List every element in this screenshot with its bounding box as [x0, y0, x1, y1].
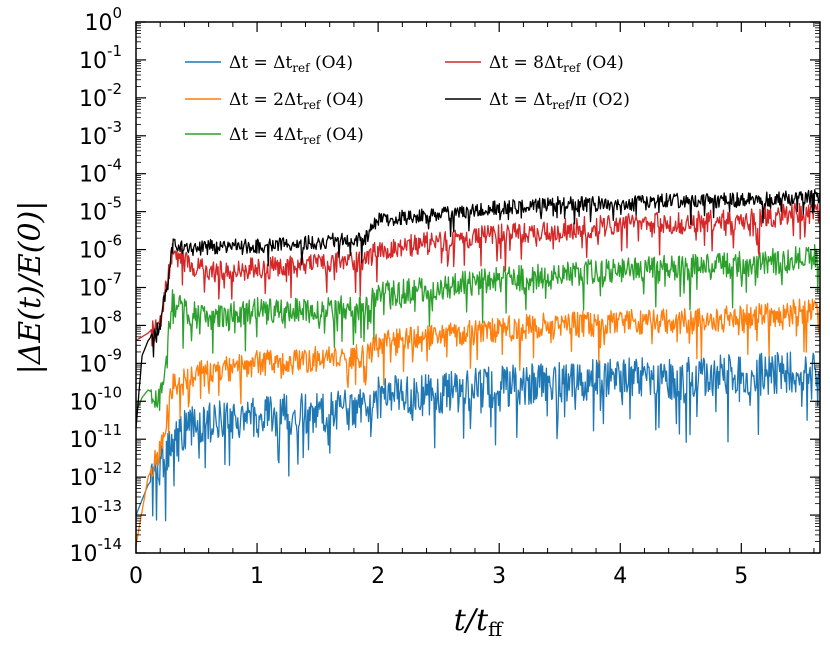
y-tick-exponent: -9 — [107, 345, 122, 363]
y-tick-label: 10-10 — [70, 383, 123, 415]
y-tick-label: 10-6 — [79, 232, 122, 264]
legend: Δt = Δtref (O4)Δt = 2Δtref (O4)Δt = 4Δtr… — [185, 53, 630, 147]
y-tick-exponent: -5 — [107, 194, 122, 212]
y-tick-label: 10-13 — [70, 497, 123, 529]
y-tick-label: 10-4 — [79, 156, 122, 188]
legend-label-prefix: Δt = 8Δt — [489, 53, 563, 73]
legend-label: Δt = 8Δtref (O4) — [489, 53, 624, 75]
x-axis-label-sub: ff — [488, 617, 504, 641]
ticks-layer: 0 1 2 3 4 510010-110-210-310-410-510-610-710-… — [70, 4, 820, 589]
y-tick-base: 10 — [79, 125, 107, 150]
legend-label-sub: ref — [303, 98, 322, 112]
y-tick-exponent: -8 — [107, 307, 122, 325]
y-tick-label: 10-14 — [70, 535, 123, 567]
legend-label-prefix: Δt = Δt — [489, 90, 552, 110]
legend-label-sub: ref — [303, 133, 322, 147]
x-tick-label: 2 — [371, 564, 385, 589]
y-tick-label: 10-5 — [79, 194, 122, 226]
legend-label-suffix: /π (O2) — [570, 90, 630, 110]
y-tick-base: 10 — [79, 201, 107, 226]
series-line-0 — [135, 351, 821, 522]
y-tick-exponent: 0 — [112, 4, 122, 22]
y-tick-base: 10 — [70, 542, 98, 567]
legend-label: Δt = 2Δtref (O4) — [229, 90, 364, 112]
y-tick-base: 10 — [79, 239, 107, 264]
legend-label-suffix: (O4) — [310, 53, 353, 73]
x-tick-label: 3 — [492, 564, 506, 589]
y-tick-label: 10-2 — [79, 80, 122, 112]
y-tick-exponent: -1 — [107, 42, 122, 60]
legend-item: Δt = 4Δtref (O4) — [185, 125, 364, 147]
legend-label-suffix: (O4) — [320, 90, 363, 110]
legend-item: Δt = Δtref (O4) — [185, 53, 353, 75]
legend-label-sub: ref — [563, 61, 582, 75]
x-axis-label: t/tff — [454, 603, 504, 641]
legend-item: Δt = Δtref/π (O2) — [445, 90, 630, 112]
legend-item: Δt = 8Δtref (O4) — [445, 53, 624, 75]
y-tick-label: 10-11 — [70, 421, 123, 453]
y-tick-base: 10 — [79, 49, 107, 74]
legend-item: Δt = 2Δtref (O4) — [185, 90, 364, 112]
y-tick-base: 10 — [70, 390, 98, 415]
legend-label: Δt = 4Δtref (O4) — [229, 125, 364, 147]
y-tick-exponent: -11 — [98, 421, 123, 439]
x-tick-label: 1 — [250, 564, 264, 589]
y-axis-label: |ΔE(t)/E(0)| — [13, 201, 48, 375]
y-tick-base: 10 — [70, 504, 98, 529]
y-tick-base: 10 — [79, 87, 107, 112]
y-tick-label: 10-8 — [79, 307, 122, 339]
series-line-1 — [135, 298, 821, 546]
legend-label: Δt = Δtref (O4) — [229, 53, 353, 75]
series-line-2 — [135, 243, 821, 413]
y-tick-label: 10-3 — [79, 118, 122, 150]
y-tick-exponent: -3 — [107, 118, 122, 136]
series-line-4 — [135, 189, 821, 428]
legend-label-suffix: (O4) — [320, 125, 363, 145]
y-tick-exponent: -4 — [107, 156, 122, 174]
y-tick-base: 10 — [70, 466, 98, 491]
y-tick-base: 10 — [79, 314, 107, 339]
y-tick-exponent: -13 — [98, 497, 123, 515]
y-tick-exponent: -7 — [107, 270, 122, 288]
y-tick-exponent: -6 — [107, 232, 122, 250]
series-layer — [135, 189, 821, 546]
y-tick-base: 10 — [84, 11, 112, 36]
y-tick-exponent: -10 — [98, 383, 123, 401]
y-tick-label: 100 — [84, 4, 122, 36]
x-tick-label: 0 — [129, 564, 143, 589]
legend-label-prefix: Δt = 4Δt — [229, 125, 303, 145]
y-tick-label: 10-12 — [70, 459, 123, 491]
x-tick-label: 4 — [613, 564, 627, 589]
y-tick-label: 10-1 — [79, 42, 122, 74]
y-tick-base: 10 — [79, 352, 107, 377]
legend-label: Δt = Δtref/π (O2) — [489, 90, 630, 112]
y-tick-label: 10-9 — [79, 345, 122, 377]
y-tick-exponent: -2 — [107, 80, 122, 98]
legend-label-prefix: Δt = 2Δt — [229, 90, 303, 110]
legend-label-sub: ref — [292, 61, 311, 75]
y-tick-exponent: -14 — [98, 535, 123, 553]
y-tick-label: 10-7 — [79, 270, 122, 302]
x-axis-label-main: t/t — [454, 603, 489, 638]
legend-label-suffix: (O4) — [580, 53, 623, 73]
x-tick-label: 5 — [734, 564, 748, 589]
y-tick-exponent: -12 — [98, 459, 123, 477]
series-line-3 — [135, 202, 821, 347]
legend-label-sub: ref — [552, 98, 571, 112]
legend-label-prefix: Δt = Δt — [229, 53, 292, 73]
y-tick-base: 10 — [70, 428, 98, 453]
y-tick-base: 10 — [79, 163, 107, 188]
y-tick-base: 10 — [79, 277, 107, 302]
